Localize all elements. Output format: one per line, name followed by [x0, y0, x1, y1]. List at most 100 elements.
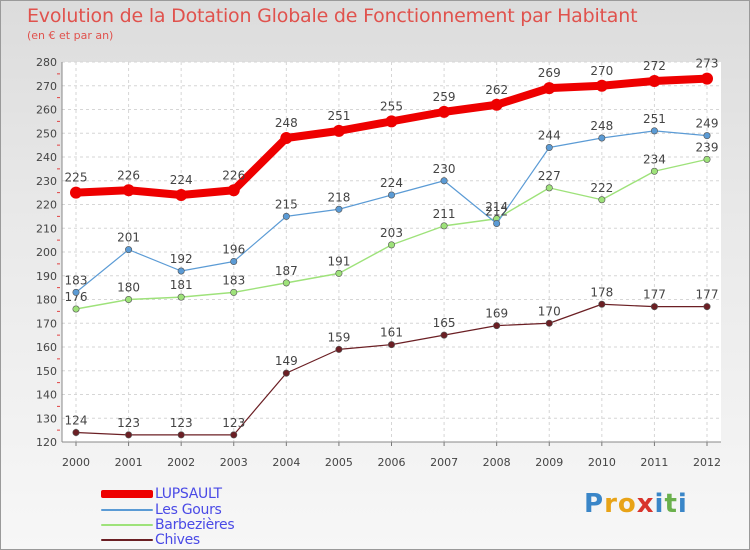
x-tick-label: 2005: [325, 456, 353, 469]
data-label-barbezieres: 191: [327, 254, 350, 268]
x-tick-label: 2004: [272, 456, 300, 469]
x-tick-label: 2010: [588, 456, 616, 469]
data-point-les-gours: [72, 288, 80, 296]
logo-letter: r: [604, 489, 618, 519]
data-point-lupsault: [543, 82, 556, 95]
data-label-lupsault: 269: [538, 66, 561, 80]
data-point-chives: [177, 431, 185, 439]
data-label-chives: 159: [327, 330, 350, 344]
x-tick-label: 2000: [62, 456, 90, 469]
data-label-chives: 149: [275, 354, 298, 368]
legend-swatch: [101, 524, 153, 526]
data-point-chives: [125, 431, 133, 439]
logo-letter: i: [654, 489, 665, 519]
data-label-lupsault: 251: [327, 109, 350, 123]
legend-label: LUPSAULT: [155, 486, 222, 502]
data-point-lupsault: [332, 124, 345, 137]
data-point-barbezieres: [545, 184, 553, 192]
y-tick-label: 270: [36, 80, 57, 93]
data-point-barbezieres: [598, 196, 606, 204]
legend-item-barbezieres: Barbezières: [101, 517, 235, 533]
data-point-barbezieres: [177, 293, 185, 301]
data-point-lupsault: [280, 132, 293, 144]
data-point-les-gours: [177, 267, 185, 275]
data-point-barbezieres: [335, 269, 343, 277]
data-point-chives: [650, 303, 658, 311]
y-tick-label: 220: [36, 199, 57, 212]
y-tick-label: 150: [36, 365, 57, 378]
data-label-les-gours: 230: [433, 162, 456, 176]
data-point-lupsault: [595, 79, 608, 92]
data-point-les-gours: [650, 127, 658, 135]
x-tick-label: 2012: [693, 456, 721, 469]
data-label-les-gours: 249: [696, 117, 719, 131]
logo-letter: i: [677, 489, 688, 519]
y-tick-label: 280: [36, 56, 57, 69]
x-tick-label: 2003: [220, 456, 248, 469]
data-label-chives: 169: [485, 307, 508, 321]
y-tick-label: 200: [36, 246, 57, 259]
x-tick-label: 2001: [115, 456, 143, 469]
data-label-lupsault: 259: [433, 90, 456, 104]
y-tick-label: 180: [36, 294, 57, 307]
data-point-chives: [598, 300, 606, 308]
data-point-chives: [545, 319, 553, 327]
y-tick-label: 160: [36, 341, 57, 354]
x-tick-label: 2008: [483, 456, 511, 469]
data-point-chives: [282, 369, 290, 377]
data-label-chives: 165: [433, 316, 456, 330]
proxiti-logo: Proxiti: [584, 489, 688, 519]
data-label-lupsault: 270: [590, 64, 613, 78]
data-label-chives: 178: [590, 285, 613, 299]
data-label-les-gours: 251: [643, 112, 666, 126]
data-point-barbezieres: [282, 279, 290, 287]
legend-item-lupsault: LUPSAULT: [101, 486, 222, 502]
data-label-les-gours: 218: [327, 190, 350, 204]
y-tick-label: 170: [36, 317, 57, 330]
data-point-barbezieres: [72, 305, 80, 313]
data-point-les-gours: [387, 191, 395, 199]
data-point-lupsault: [648, 75, 661, 87]
data-label-chives: 170: [538, 304, 561, 318]
data-label-barbezieres: 183: [222, 273, 245, 287]
data-label-les-gours: 224: [380, 176, 403, 190]
data-point-chives: [72, 428, 80, 436]
data-point-les-gours: [282, 212, 290, 220]
data-point-lupsault: [70, 186, 82, 199]
data-label-lupsault: 255: [380, 99, 403, 113]
data-label-lupsault: 226: [117, 168, 140, 182]
data-label-les-gours: 183: [65, 273, 88, 287]
data-label-lupsault: 248: [275, 116, 298, 130]
data-point-chives: [440, 331, 448, 339]
x-tick-label: 2007: [430, 456, 458, 469]
data-label-chives: 123: [170, 416, 193, 430]
data-point-les-gours: [125, 246, 133, 254]
data-label-chives: 177: [696, 288, 719, 302]
data-point-les-gours: [230, 257, 238, 265]
legend-label: Chives: [155, 532, 200, 548]
x-tick-label: 2011: [640, 456, 668, 469]
data-label-lupsault: 273: [696, 57, 719, 71]
data-label-les-gours: 201: [117, 231, 140, 245]
data-point-barbezieres: [387, 241, 395, 249]
data-label-les-gours: 192: [170, 252, 193, 266]
data-point-les-gours: [703, 132, 711, 140]
data-label-les-gours: 196: [222, 243, 245, 257]
data-label-barbezieres: 214: [485, 200, 508, 214]
legend-swatch: [101, 539, 153, 541]
data-point-barbezieres: [703, 155, 711, 163]
y-tick-label: 120: [36, 436, 57, 449]
data-point-les-gours: [545, 144, 553, 152]
data-label-les-gours: 215: [275, 197, 298, 211]
data-label-chives: 161: [380, 326, 403, 340]
data-label-chives: 124: [65, 414, 88, 428]
data-label-lupsault: 262: [485, 83, 508, 97]
data-label-lupsault: 224: [170, 173, 193, 187]
data-point-lupsault: [438, 105, 451, 118]
logo-letter: P: [584, 489, 605, 519]
legend-item-les-gours: Les Gours: [101, 502, 222, 518]
x-tick-label: 2002: [167, 456, 195, 469]
data-point-chives: [387, 341, 395, 349]
